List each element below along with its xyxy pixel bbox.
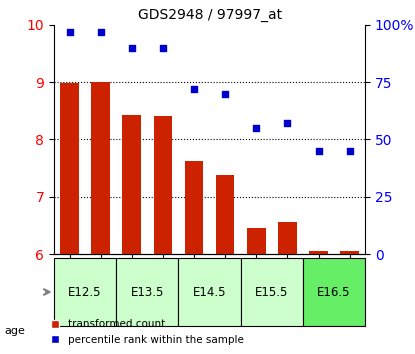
Bar bbox=[247, 228, 266, 254]
Bar bbox=[340, 251, 359, 254]
Bar bbox=[91, 82, 110, 254]
Bar bbox=[60, 83, 79, 254]
Bar bbox=[309, 251, 328, 254]
Point bbox=[315, 148, 322, 154]
Text: E13.5: E13.5 bbox=[131, 286, 164, 298]
Bar bbox=[185, 161, 203, 254]
Point bbox=[129, 45, 135, 51]
Title: GDS2948 / 97997_at: GDS2948 / 97997_at bbox=[137, 8, 282, 22]
Text: E15.5: E15.5 bbox=[255, 286, 288, 298]
Point bbox=[222, 91, 229, 96]
Point bbox=[346, 148, 353, 154]
Point bbox=[253, 125, 260, 131]
Text: E16.5: E16.5 bbox=[317, 286, 351, 298]
Bar bbox=[122, 115, 141, 254]
Legend: transformed count, percentile rank within the sample: transformed count, percentile rank withi… bbox=[47, 315, 248, 349]
Bar bbox=[154, 116, 172, 254]
Text: E14.5: E14.5 bbox=[193, 286, 226, 298]
Text: age: age bbox=[4, 326, 25, 336]
Point bbox=[284, 120, 290, 126]
Point bbox=[97, 29, 104, 34]
Text: E12.5: E12.5 bbox=[68, 286, 102, 298]
Point bbox=[160, 45, 166, 51]
FancyBboxPatch shape bbox=[116, 258, 178, 326]
FancyBboxPatch shape bbox=[54, 258, 116, 326]
FancyBboxPatch shape bbox=[241, 258, 303, 326]
Point bbox=[191, 86, 198, 92]
FancyBboxPatch shape bbox=[303, 258, 365, 326]
Bar bbox=[278, 222, 297, 254]
Bar bbox=[216, 175, 234, 254]
FancyBboxPatch shape bbox=[178, 258, 241, 326]
Point bbox=[66, 29, 73, 34]
